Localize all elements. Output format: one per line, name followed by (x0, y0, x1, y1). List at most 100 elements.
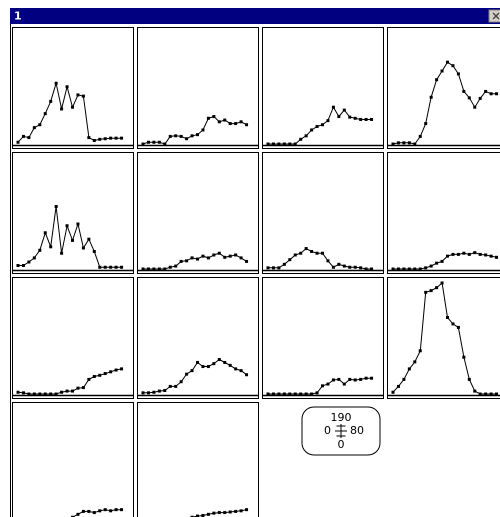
data-point (157, 140, 161, 144)
data-point (478, 96, 482, 100)
data-point (293, 253, 297, 257)
data-point (223, 360, 227, 364)
data-point (473, 389, 477, 393)
data-point (451, 64, 455, 68)
data-point (484, 89, 488, 93)
data-point (234, 122, 238, 126)
data-point (152, 390, 156, 394)
data-point (266, 142, 270, 146)
data-point (271, 142, 275, 146)
data-point (16, 390, 20, 394)
data-point (299, 392, 303, 396)
data-point (212, 253, 216, 257)
scale-x-max: 80 (350, 424, 364, 437)
data-point (146, 391, 150, 395)
data-point (141, 267, 145, 271)
data-point (49, 392, 53, 396)
data-point (71, 515, 74, 517)
data-point (141, 142, 145, 146)
data-point (402, 377, 406, 381)
panel-frame (137, 277, 259, 399)
data-point (348, 115, 352, 119)
data-point (92, 138, 96, 142)
data-point (239, 369, 243, 373)
panel-frame (387, 152, 500, 274)
data-point (326, 382, 330, 386)
data-point (234, 367, 238, 371)
data-point (38, 248, 42, 252)
data-point (163, 388, 167, 392)
data-point (359, 266, 363, 270)
chart-panel (137, 402, 259, 517)
data-point (196, 257, 199, 261)
data-point (462, 355, 466, 359)
data-point (76, 386, 80, 390)
data-point (304, 134, 308, 138)
data-point (43, 112, 47, 116)
data-point (49, 99, 53, 103)
data-point (152, 267, 156, 271)
data-point (54, 81, 58, 85)
panel-frame (12, 152, 134, 274)
data-point (223, 118, 227, 122)
close-button[interactable] (488, 9, 500, 23)
data-point (348, 377, 352, 381)
data-point (32, 126, 36, 130)
data-point (76, 93, 80, 97)
data-point (402, 141, 406, 145)
data-point (81, 246, 85, 250)
data-point (146, 267, 150, 271)
data-point (337, 262, 341, 266)
data-point (353, 116, 357, 120)
scale-y-min: 0 (338, 438, 345, 451)
data-point (239, 256, 243, 260)
data-point (435, 261, 439, 265)
data-point (65, 224, 69, 228)
data-point (418, 267, 422, 271)
data-point (201, 254, 205, 258)
close-icon[interactable] (492, 12, 500, 20)
data-point (206, 365, 210, 369)
data-point (359, 117, 363, 121)
data-point (206, 512, 210, 516)
data-point (402, 267, 406, 271)
data-point (353, 265, 357, 269)
data-point (54, 392, 58, 396)
data-point (190, 515, 194, 517)
data-point (435, 78, 439, 82)
panel-frame (12, 402, 134, 517)
data-point (413, 142, 417, 146)
data-point (16, 263, 20, 267)
data-point (38, 392, 42, 396)
data-point (109, 265, 113, 269)
data-point (282, 142, 286, 146)
data-point (478, 392, 482, 396)
data-point (234, 509, 238, 513)
data-point (179, 380, 183, 384)
data-point (185, 259, 189, 263)
data-point (87, 237, 91, 241)
close-button-face[interactable] (488, 9, 500, 23)
data-point (364, 376, 368, 380)
data-point (418, 349, 422, 353)
panel-frame (387, 277, 500, 399)
data-point (315, 391, 319, 395)
data-point (342, 382, 346, 386)
data-point (98, 373, 102, 377)
panel-frame (262, 277, 384, 399)
data-point (152, 140, 156, 144)
panel-frame (137, 152, 259, 274)
chart-panel (262, 152, 384, 274)
data-point (370, 117, 374, 121)
data-point (456, 252, 460, 256)
data-point (391, 142, 395, 146)
data-point (168, 134, 172, 138)
data-point (32, 392, 36, 396)
data-point (60, 251, 64, 255)
data-point (81, 509, 85, 513)
data-point (266, 266, 270, 270)
data-point (277, 266, 281, 270)
data-point (212, 115, 216, 119)
data-point (228, 122, 232, 126)
